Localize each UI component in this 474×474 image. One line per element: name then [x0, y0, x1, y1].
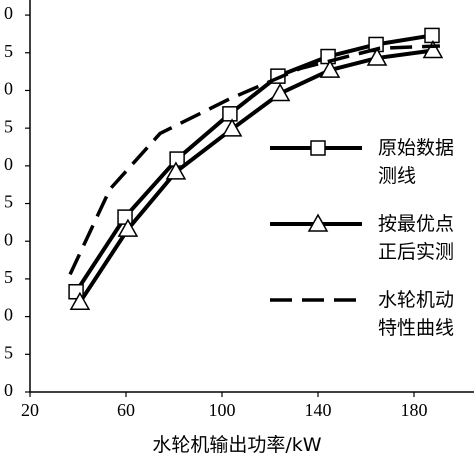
- series-line: [78, 48, 434, 304]
- data-point: [422, 39, 444, 59]
- data-point: [319, 59, 341, 78]
- series-line: [74, 33, 433, 293]
- legend-label: 水轮机动特性曲线: [378, 289, 455, 339]
- y-tick-label: 0: [4, 3, 13, 23]
- x-tick-label: 180: [401, 400, 428, 420]
- legend-marker: [310, 140, 326, 156]
- y-tick-label: 5: [4, 267, 13, 287]
- data-point: [269, 82, 291, 102]
- data-point: [366, 47, 388, 66]
- y-tick-label: 0: [4, 154, 13, 174]
- data-point: [117, 218, 139, 237]
- data-point: [222, 106, 238, 122]
- legend-marker: [307, 213, 329, 232]
- x-axis-title: 水轮机输出功率/kW: [152, 434, 322, 456]
- y-tick-label: 5: [4, 192, 13, 212]
- data-point: [424, 27, 440, 44]
- y-tick-label: 0: [4, 79, 13, 99]
- data-point: [69, 291, 91, 311]
- y-tick-label: 0: [4, 305, 13, 325]
- y-tick-label: 5: [4, 116, 13, 136]
- x-tick-label: 100: [209, 400, 236, 420]
- y-tick-label: 5: [4, 41, 13, 61]
- y-tick-label: 5: [4, 342, 13, 362]
- y-tick-label: 0: [4, 229, 13, 249]
- x-tick-label: 20: [21, 400, 39, 420]
- x-tick-label: 60: [117, 400, 135, 420]
- legend-label: 原始数据测线: [378, 137, 455, 187]
- y-tick-label: 0: [4, 380, 13, 400]
- series-line: [68, 44, 440, 276]
- data-point: [221, 118, 243, 137]
- data-point: [165, 161, 187, 180]
- data-point: [117, 209, 133, 225]
- x-tick-label: 140: [305, 400, 332, 420]
- legend-label: 按最优点正后实测: [378, 213, 455, 263]
